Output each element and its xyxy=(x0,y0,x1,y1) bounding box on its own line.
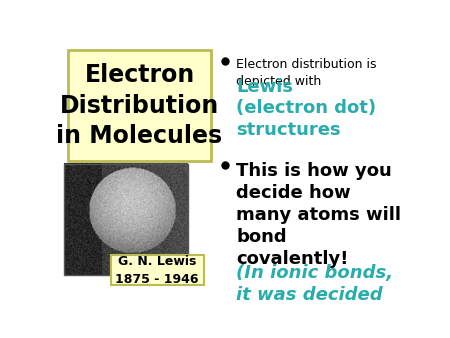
Text: (In ionic bonds,
it was decided: (In ionic bonds, it was decided xyxy=(236,264,393,304)
Text: This is how you
decide how
many atoms will
bond
covalently!: This is how you decide how many atoms wi… xyxy=(236,162,401,268)
Bar xyxy=(64,164,188,275)
Text: G. N. Lewis
1875 - 1946: G. N. Lewis 1875 - 1946 xyxy=(115,255,199,286)
Text: Electron distribution is
depicted with: Electron distribution is depicted with xyxy=(236,57,377,89)
Text: Lewis
(electron dot)
structures: Lewis (electron dot) structures xyxy=(236,77,376,139)
Text: Electron
Distribution
in Molecules: Electron Distribution in Molecules xyxy=(57,63,223,148)
FancyBboxPatch shape xyxy=(111,255,203,285)
FancyBboxPatch shape xyxy=(68,50,211,162)
